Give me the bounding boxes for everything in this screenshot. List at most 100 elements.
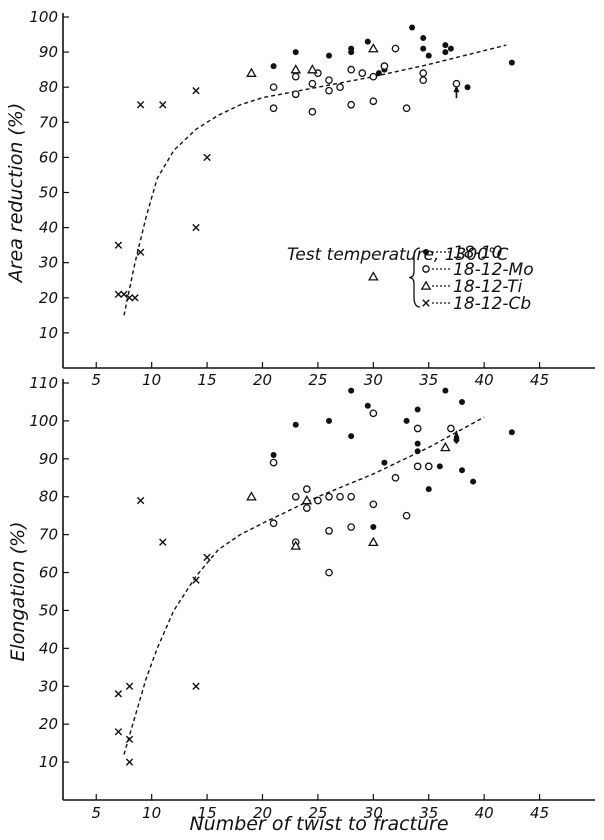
data-point-circle <box>269 458 278 467</box>
data-point-circle <box>402 511 411 520</box>
y-tick-label: 90 <box>39 43 58 61</box>
data-point-circle <box>302 485 311 493</box>
data-point-dot <box>375 70 382 77</box>
y-tick-label: 40 <box>39 639 58 657</box>
data-point-dot <box>348 387 355 394</box>
data-point-dot <box>326 417 332 424</box>
x-tick-label: 10 <box>142 804 161 822</box>
x-tick-label: 25 <box>308 804 327 822</box>
data-point-dot <box>270 452 277 459</box>
y-tick-label: 60 <box>39 564 58 582</box>
data-point-circle <box>269 519 278 528</box>
x-tick-label: 40 <box>475 371 494 389</box>
data-point-circle <box>291 72 300 81</box>
data-point-circle <box>347 523 356 531</box>
data-point-circle <box>391 44 400 53</box>
data-point-cross <box>114 728 123 736</box>
cross-stroke <box>192 87 200 95</box>
data-point-cross <box>192 223 200 232</box>
data-point-triangle <box>246 491 257 501</box>
data-point-circle <box>325 526 333 535</box>
y-tick-label: 30 <box>39 677 58 695</box>
cross-stroke <box>136 496 145 505</box>
data-point-circle <box>424 462 433 471</box>
data-point-circle <box>291 492 300 501</box>
data-point-circle <box>452 79 461 88</box>
y-tick-label: 30 <box>39 254 58 272</box>
data-point-circle <box>325 76 333 85</box>
data-point-dot <box>508 59 515 66</box>
data-point-circle <box>369 72 378 81</box>
data-point-circle <box>369 500 378 509</box>
trend-line <box>123 416 485 755</box>
legend-marker-circle <box>422 265 430 273</box>
cross-stroke <box>114 290 123 298</box>
data-point-dot <box>442 42 449 49</box>
x-tick-label: 15 <box>198 371 217 389</box>
elongation-panel: 10 20 30 40 50 60 70 80 90 100 110 5 10 15 20 25 30 35 40 4… <box>7 374 595 835</box>
x-tick-label: 20 <box>253 371 272 389</box>
x-tick-label: 30 <box>364 804 383 822</box>
cross-stroke <box>125 294 134 302</box>
data-point-triangle <box>368 536 379 547</box>
data-point-circle <box>336 83 344 92</box>
data-point-dot <box>270 63 277 70</box>
data-point-dot <box>459 467 465 474</box>
data-point-cross <box>136 496 145 505</box>
data-point-circle <box>325 492 333 501</box>
data-point-triangle <box>246 67 257 77</box>
cross-stroke <box>114 241 123 249</box>
legend-label: 18-12-Ti <box>453 277 523 297</box>
data-point-dot <box>381 459 388 466</box>
trend-arrow-head <box>453 85 460 93</box>
y-tick-label: 10 <box>39 753 58 771</box>
data-point-dot <box>370 524 377 531</box>
data-point-circle <box>325 86 333 95</box>
data-point-dot <box>292 421 299 428</box>
data-point-cross <box>114 690 123 698</box>
data-point-circle <box>314 496 322 505</box>
data-point-circle <box>413 424 422 433</box>
data-point-triangle <box>307 64 318 74</box>
y-tick-label: 100 <box>29 412 58 430</box>
data-point-dot <box>409 24 416 31</box>
data-point-circle <box>269 104 278 113</box>
data-point-cross <box>131 294 139 302</box>
y-tick-label: 80 <box>39 488 58 506</box>
x-tick-label: 5 <box>91 804 101 822</box>
x-tick-label: 25 <box>308 371 327 389</box>
cross-stroke <box>136 248 145 256</box>
area-reduction-panel: 10 20 30 40 50 60 70 80 90 100 5 10 15 20 25 30 35 40 45 Ar… <box>5 8 595 389</box>
data-point-circle <box>447 424 455 433</box>
data-point-cross <box>125 294 134 302</box>
data-point-cross <box>125 735 134 744</box>
data-point-cross <box>120 290 128 298</box>
y-axis-title: Elongation (%) <box>7 522 29 662</box>
data-point-cross <box>114 290 123 298</box>
cross-stroke <box>192 576 200 584</box>
x-axis-title: Number of twist to fracture <box>189 813 448 835</box>
data-point-dot <box>414 440 421 447</box>
data-point-dot <box>453 436 460 443</box>
data-point-dot <box>447 45 454 52</box>
data-point-circle <box>347 492 356 501</box>
data-point-dot <box>403 417 410 424</box>
y-tick-label: 60 <box>39 148 58 166</box>
cross-stroke <box>125 758 134 766</box>
legend-label: 18-10 <box>453 243 502 263</box>
data-point-cross <box>125 758 134 766</box>
cross-stroke <box>159 101 167 109</box>
cross-stroke <box>114 728 123 736</box>
data-point-circle <box>413 462 422 471</box>
data-point-circle <box>419 76 428 85</box>
x-tick-label: 10 <box>142 371 161 389</box>
data-point-dot <box>364 38 371 45</box>
y-axis-title: Area reduction (%) <box>5 103 27 285</box>
data-point-dot <box>414 448 421 455</box>
cross-stroke <box>125 735 134 744</box>
data-point-cross <box>159 538 167 546</box>
data-point-dot <box>420 45 427 52</box>
data-point-circle <box>347 65 356 74</box>
